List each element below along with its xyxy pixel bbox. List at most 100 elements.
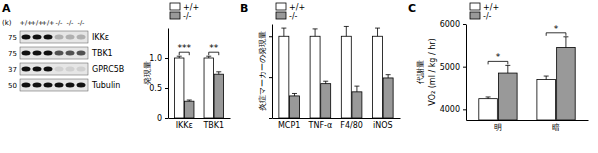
blot-strip (20, 31, 88, 43)
blot-band (22, 51, 31, 56)
y-tick-mark (165, 118, 168, 119)
blot-band (77, 35, 86, 40)
blot-strip (20, 63, 88, 75)
legend-label: +/+ (483, 3, 499, 12)
blot-band (77, 67, 86, 72)
x-tick-label: iNOS (373, 121, 393, 130)
blot-band (55, 83, 64, 88)
blot-units: (k) (2, 19, 12, 27)
row-label: Tubulin (91, 81, 120, 90)
error-bar (505, 65, 510, 73)
plot-area (175, 56, 224, 118)
x-axis-line (273, 118, 401, 119)
error-bar (375, 28, 380, 36)
error-bar (177, 56, 182, 58)
legend-label: -/- (183, 12, 192, 21)
x-axis: 明暗 (467, 121, 589, 132)
bar (383, 78, 393, 118)
y-tick: 5000 (440, 63, 466, 72)
error-bar (563, 37, 568, 48)
lane-label: +/+ (41, 19, 54, 27)
bar (557, 47, 576, 120)
blot-band (33, 51, 42, 56)
y-tick-label: 6000 (440, 20, 460, 29)
x-tick-label: TBK1 (202, 121, 224, 130)
bar (352, 92, 362, 118)
bar (310, 36, 320, 118)
chart-panel: 00.51.0 IKKε TBK1 ***** (149, 29, 230, 130)
row-label: GPRC5B (92, 65, 124, 74)
blot-band (77, 51, 86, 56)
blot-band (77, 83, 86, 88)
error-bar (281, 28, 286, 36)
lane-label: -/- (56, 19, 64, 27)
x-axis-line (169, 118, 231, 119)
chart-panel: MCP1TNF-αF4/80iNOS (269, 25, 401, 130)
error-bar (354, 86, 359, 92)
annotations: ***** (177, 43, 218, 55)
bar (537, 79, 556, 120)
blot-band (55, 35, 64, 40)
significance-label: ** (209, 43, 219, 53)
blot-strip (20, 79, 88, 91)
bar (214, 74, 223, 118)
y-axis-line (466, 25, 467, 121)
legend-swatch (470, 12, 480, 19)
error-bar (216, 72, 221, 74)
plot-area (479, 37, 575, 120)
error-bar (206, 56, 211, 58)
marker-size: 50 (8, 82, 17, 90)
bar (175, 58, 184, 118)
y-tick: 1.0 (149, 54, 168, 63)
blot-band (33, 67, 42, 72)
blot-band (44, 83, 53, 88)
blot-band (66, 83, 75, 88)
y-tick-mark (463, 24, 466, 25)
annotations: ** (488, 24, 566, 65)
y-axis (269, 25, 273, 119)
y-tick-mark (463, 67, 466, 68)
x-tick-label: IKKε (176, 121, 193, 130)
panel-title: C (408, 2, 416, 15)
panel-title: B (240, 2, 248, 15)
marker-size: 75 (8, 50, 17, 58)
y-tick (269, 77, 272, 78)
bar (204, 58, 213, 118)
y-axis: 00.51.0 (149, 29, 168, 124)
row-label: TBK1 (91, 49, 113, 58)
legend-swatch (276, 12, 286, 19)
y-tick: 6000 (440, 20, 466, 29)
error-bar (486, 97, 491, 99)
lane-label: -/- (78, 19, 86, 27)
x-axis-line (467, 120, 589, 121)
bar (373, 36, 383, 118)
y-tick: 0 (157, 114, 168, 123)
blot-band (44, 51, 53, 56)
x-tick: 明 (494, 123, 502, 132)
legend-swatch (170, 3, 180, 10)
blot-band (66, 51, 75, 56)
chart-panel: 4000 5000 6000 明暗 ** (440, 20, 589, 132)
x-tick: IKKε (176, 121, 193, 130)
legend: +/+-/- (470, 3, 499, 21)
legend-swatch (276, 3, 286, 10)
x-axis: MCP1TNF-αF4/80iNOS (273, 119, 401, 130)
y-axis-title: VO₂ (ml / kg / hr) (428, 38, 437, 105)
legend: +/+-/- (170, 3, 199, 21)
y-axis-title: 炎症マーカーの発現量 (258, 31, 267, 111)
error-bar (313, 29, 318, 36)
marker-size: 75 (8, 34, 17, 42)
x-tick: TNF-α (308, 121, 333, 130)
y-tick (269, 118, 272, 119)
error-bar (292, 93, 297, 95)
y-axis: 4000 5000 6000 (440, 20, 467, 120)
row-label: IKKε (92, 33, 109, 42)
y-tick: 4000 (440, 105, 466, 114)
blot-band (44, 67, 53, 72)
blot-band (33, 83, 42, 88)
x-tick: F4/80 (340, 121, 363, 130)
bar (321, 84, 331, 118)
figure: (k)+/++/++/+-/--/--/-75IKKε75TBK137GPRC5… (0, 0, 598, 153)
bar (479, 99, 498, 120)
significance-label: * (496, 52, 501, 62)
